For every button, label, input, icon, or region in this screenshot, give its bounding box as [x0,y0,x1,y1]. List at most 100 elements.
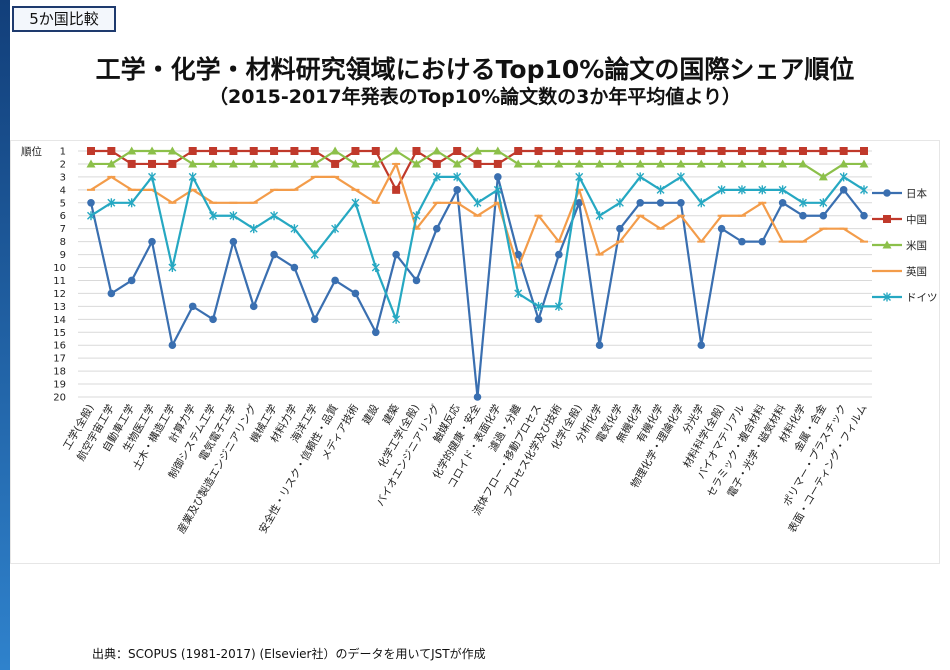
data-point-米国 [411,159,421,168]
data-point-米国 [656,159,666,168]
data-point-中国 [758,147,767,155]
data-point-ドイツ [351,198,360,208]
data-point-中国 [493,159,502,168]
data-point-米国 [330,146,340,155]
data-point-日本 [371,328,380,337]
y-tick-label: 15 [53,328,66,339]
data-point-米国 [595,159,605,168]
y-tick-label: 8 [60,237,66,248]
data-point-中国 [534,147,543,155]
section-tag: 5か国比較 [12,6,116,32]
data-point-ドイツ [717,185,726,195]
data-point-日本 [636,198,645,207]
data-point-中国 [737,147,746,155]
data-point-米国 [839,159,849,168]
data-point-中国 [127,159,136,168]
chart-panel [10,140,940,564]
data-point-米国 [554,159,564,168]
data-point-米国 [127,146,137,155]
data-point-中国 [819,147,828,155]
y-tick-label: 18 [53,367,66,378]
data-point-日本 [860,211,868,220]
data-point-日本 [331,276,339,285]
data-point-米国 [269,159,279,168]
data-point-米国 [249,159,259,168]
data-point-日本 [738,237,746,246]
data-point-中国 [351,147,360,155]
data-point-米国 [778,159,788,168]
data-point-米国 [615,159,625,168]
data-point-米国 [737,159,747,168]
data-point-米国 [574,159,584,168]
legend-marker-米国 [882,240,892,249]
legend-label-米国: 米国 [906,239,927,252]
data-point-日本 [392,250,400,259]
data-point-ドイツ [432,172,441,182]
data-point-ドイツ [839,172,848,182]
data-point-米国 [350,159,360,168]
data-point-中国 [249,147,258,155]
data-point-ドイツ [127,198,136,208]
data-point-日本 [494,173,502,181]
data-point-ドイツ [270,211,279,221]
data-point-中国 [87,147,95,155]
data-point-ドイツ [737,185,746,195]
y-tick-label: 6 [60,211,66,222]
data-point-日本 [127,276,136,285]
data-point-米国 [473,146,482,155]
data-point-中国 [168,159,177,168]
data-point-中国 [798,147,807,155]
data-point-日本 [433,224,441,233]
y-tick-label: 14 [53,315,66,326]
data-point-米国 [452,159,462,168]
data-point-ドイツ [636,172,645,182]
data-point-日本 [534,315,543,324]
data-point-日本 [453,186,461,194]
data-point-ドイツ [371,263,380,273]
data-point-中国 [575,147,584,155]
data-point-ドイツ [514,288,523,298]
data-point-米国 [635,159,645,168]
legend-marker-日本 [883,189,891,197]
data-point-ドイツ [595,211,604,221]
data-point-ドイツ [209,211,218,221]
data-point-中国 [371,147,380,155]
slide-subtitle: （2015-2017年発表のTop10%論文数の3か年平均値より） [208,86,742,108]
data-point-米国 [534,159,544,168]
data-point-中国 [595,147,604,155]
data-point-日本 [595,341,604,350]
data-point-中国 [453,147,462,155]
data-point-中国 [432,159,441,168]
data-point-日本 [799,211,807,220]
data-point-日本 [697,341,706,350]
data-point-日本 [310,315,319,324]
data-point-ドイツ [412,211,421,221]
x-tick-label: 建築 [380,402,402,427]
y-tick-label: 7 [60,224,66,235]
y-tick-label: 17 [53,354,66,365]
data-point-日本 [249,302,258,311]
data-point-米国 [859,159,869,168]
y-tick-label: 2 [60,159,66,170]
data-point-米国 [513,159,523,168]
y-tick-label: 20 [53,393,66,404]
data-point-中国 [656,147,665,155]
data-point-中国 [554,147,563,155]
data-point-日本 [107,289,116,298]
data-point-米国 [167,146,177,155]
data-point-日本 [616,224,624,233]
data-point-米国 [106,159,116,168]
series-line-日本 [89,175,865,399]
data-point-米国 [371,159,381,168]
data-point-米国 [391,146,401,155]
data-point-ドイツ [290,224,299,234]
legend-label-日本: 日本 [906,187,927,200]
data-point-日本 [677,198,685,207]
data-point-ドイツ [331,224,340,234]
data-point-ドイツ [860,185,868,195]
data-point-ドイツ [87,211,95,221]
data-point-日本 [412,276,421,285]
data-point-日本 [575,198,584,207]
data-point-米国 [289,159,299,168]
y-tick-label: 10 [53,263,66,274]
